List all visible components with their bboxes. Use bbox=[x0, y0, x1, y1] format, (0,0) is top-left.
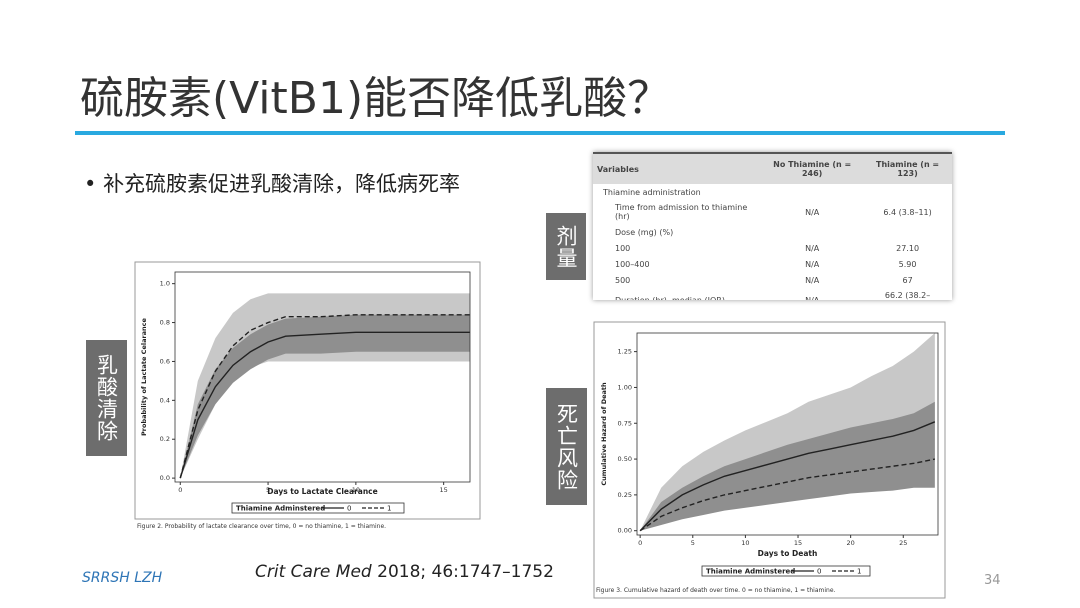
table-cell: N/A bbox=[805, 295, 820, 301]
legend-label: 1 bbox=[857, 568, 861, 576]
table-row: Duration (hr), median (IQR) N/A 66.2 (38.2… bbox=[593, 288, 952, 300]
plot-frame bbox=[174, 271, 471, 483]
y-tick-label: 0.6 bbox=[160, 357, 170, 365]
table-header: Thiamine (n = 123) bbox=[863, 152, 952, 184]
table-row: Thiamine administration bbox=[593, 184, 952, 200]
y-tick-label: 0.4 bbox=[160, 396, 170, 404]
confidence-band bbox=[180, 314, 470, 479]
table-cell: Duration (hr), median (IQR) bbox=[615, 295, 725, 301]
bullet: • 补充硫胺素促进乳酸清除，降低病死率 bbox=[84, 172, 461, 196]
table-row: 100–400 N/A 5.90 bbox=[593, 256, 952, 272]
y-tick-label: 0.75 bbox=[618, 419, 632, 427]
table-cell: N/A bbox=[805, 243, 820, 253]
table-cell: Thiamine administration bbox=[603, 187, 701, 197]
x-axis-label: Days to Death bbox=[758, 549, 818, 558]
x-tick-label: 15 bbox=[440, 486, 448, 494]
series-line bbox=[179, 331, 470, 479]
citation: Crit Care Med 2018; 46:1747–1752 bbox=[255, 562, 554, 582]
table-cell: 27.10 bbox=[896, 243, 920, 253]
figure-caption: Figure 2. Probability of lactate clearan… bbox=[137, 523, 386, 530]
legend-label: 0 bbox=[347, 505, 351, 513]
bullet-text: 补充硫胺素促进乳酸清除，降低病死率 bbox=[103, 172, 461, 196]
y-tick-label: 0.2 bbox=[160, 435, 170, 443]
tag: 死亡风险 bbox=[546, 388, 587, 505]
y-tick-label: 0.00 bbox=[618, 527, 632, 535]
page-number: 34 bbox=[984, 573, 1001, 588]
citation-details: 2018; 46:1747–1752 bbox=[377, 562, 554, 582]
legend-title: Thiamine Adminstered bbox=[706, 568, 795, 576]
x-tick-label: 10 bbox=[741, 539, 749, 547]
legend-label: 0 bbox=[817, 568, 821, 576]
series-line bbox=[179, 314, 470, 479]
legend-title: Thiamine Adminstered bbox=[236, 505, 325, 513]
table-row: 100 N/A 27.10 bbox=[593, 240, 952, 256]
table-cell: 6.4 (3.8–11) bbox=[883, 207, 932, 217]
x-tick-label: 20 bbox=[847, 539, 855, 547]
table-image: Variables No Thiamine (n = 246) Thiamine… bbox=[593, 152, 952, 300]
table-cell: 100–400 bbox=[615, 259, 650, 269]
figure-caption: Figure 3. Cumulative hazard of death ove… bbox=[596, 587, 836, 594]
table-cell: 5.90 bbox=[898, 259, 917, 269]
x-tick-label: 10 bbox=[352, 486, 360, 494]
x-tick-label: 5 bbox=[266, 486, 270, 494]
table-cell: 500 bbox=[615, 275, 631, 285]
series-line bbox=[639, 421, 936, 532]
table-row: Dose (mg) (%) bbox=[593, 224, 952, 240]
citation-journal: Crit Care Med bbox=[255, 562, 372, 582]
x-tick-label: 15 bbox=[794, 539, 802, 547]
y-tick-label: 0.50 bbox=[618, 455, 632, 463]
table-row: 500 N/A 67 bbox=[593, 272, 952, 288]
table-cell: Dose (mg) (%) bbox=[615, 227, 674, 237]
x-tick-label: 25 bbox=[899, 539, 907, 547]
table-header: Variables bbox=[593, 152, 762, 184]
table-cell: Time from admission to thiamine (hr) bbox=[615, 203, 748, 221]
table-cell: N/A bbox=[805, 275, 820, 285]
legend-box bbox=[231, 502, 405, 514]
table-cell: N/A bbox=[805, 259, 820, 269]
y-tick-label: 1.0 bbox=[160, 280, 170, 288]
table-row: Time from admission to thiamine (hr) N/A 6… bbox=[593, 200, 952, 224]
y-tick-label: 0.8 bbox=[160, 319, 170, 327]
x-tick-label: 5 bbox=[691, 539, 695, 547]
table-cell: 66.2 (38.2–119.5) bbox=[884, 291, 931, 300]
tag: 剂量 bbox=[546, 213, 586, 280]
table-cell: N/A bbox=[805, 207, 820, 217]
x-tick-label: 0 bbox=[178, 486, 182, 494]
x-tick-label: 0 bbox=[638, 539, 642, 547]
table: Variables No Thiamine (n = 246) Thiamine… bbox=[593, 152, 952, 300]
table-header: No Thiamine (n = 246) bbox=[761, 152, 864, 184]
table-cell: 67 bbox=[902, 275, 913, 285]
title-rule bbox=[75, 131, 1005, 135]
slide-title: 硫胺素(VitB1)能否降低乳酸？ bbox=[80, 73, 672, 124]
table-cell: 100 bbox=[615, 243, 631, 253]
legend-label: 1 bbox=[387, 505, 391, 513]
x-axis-label: Days to Lactate Clearance bbox=[267, 487, 377, 496]
tag: 乳酸清除 bbox=[86, 340, 127, 456]
y-axis-label: Probability of Lactate Celarance bbox=[140, 317, 148, 435]
plot-frame bbox=[636, 332, 939, 536]
legend-box bbox=[701, 565, 871, 577]
y-tick-label: 1.25 bbox=[618, 348, 632, 356]
footer-author: SRRSH LZH bbox=[82, 570, 163, 586]
y-tick-label: 0.25 bbox=[618, 491, 632, 499]
y-axis-label: Cumulative Hazard of Death bbox=[600, 382, 608, 486]
series-line bbox=[639, 458, 935, 532]
y-tick-label: 1.00 bbox=[618, 383, 632, 391]
y-tick-label: 0.0 bbox=[160, 474, 170, 482]
